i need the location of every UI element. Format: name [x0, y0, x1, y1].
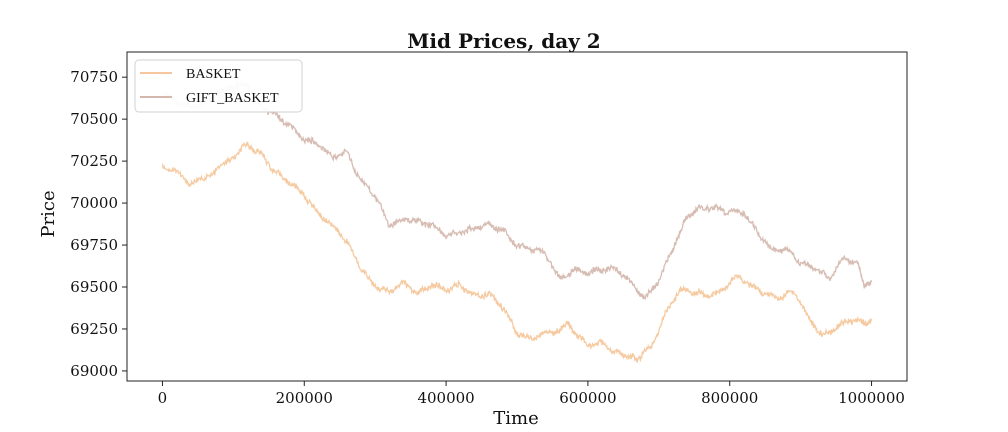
y-tick-label: 70750	[70, 68, 118, 86]
legend-label-gift-basket: GIFT_BASKET	[186, 91, 279, 106]
x-tick-label: 800000	[701, 389, 758, 407]
x-tick-label: 600000	[559, 389, 616, 407]
y-tick-label: 69250	[70, 320, 118, 338]
x-axis: 0 200000 400000 600000 800000 1000000	[158, 381, 905, 407]
chart-title: Mid Prices, day 2	[407, 29, 600, 53]
y-tick-label: 69750	[70, 236, 118, 254]
y-tick-label: 69000	[70, 362, 118, 380]
legend-box	[134, 59, 303, 113]
y-tick-label: 70000	[70, 194, 118, 212]
y-axis-label: Price	[38, 190, 59, 237]
legend: BASKET GIFT_BASKET	[134, 59, 303, 113]
series-line-gift-basket	[162, 79, 873, 301]
y-tick-label: 69500	[70, 278, 118, 296]
x-tick-label: 200000	[276, 389, 333, 407]
x-tick-label: 0	[158, 389, 168, 407]
x-tick-label: 400000	[417, 389, 474, 407]
x-axis-label: Time	[493, 408, 538, 429]
y-axis: 69000 69250 69500 69750 70000 70250 70500 70750	[70, 68, 127, 380]
x-tick-label: 1000000	[838, 389, 905, 407]
series-line-basket	[161, 141, 873, 363]
legend-label-basket: BASKET	[186, 67, 241, 82]
y-tick-label: 70250	[70, 152, 118, 170]
y-tick-label: 70500	[70, 110, 118, 128]
